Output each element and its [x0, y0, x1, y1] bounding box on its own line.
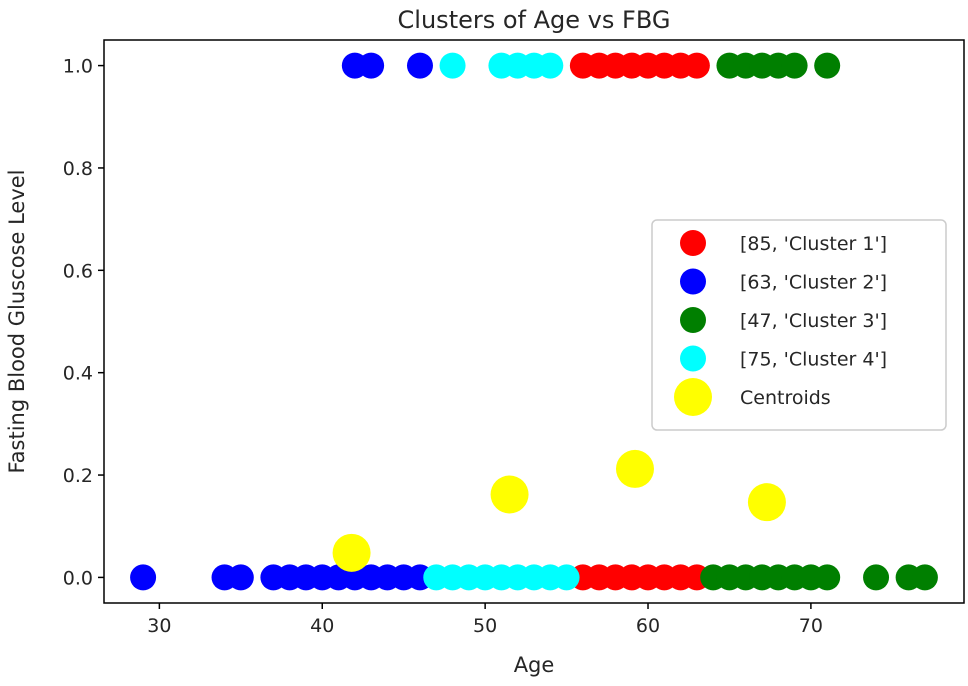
- y-axis-label: Fasting Blood Gluscose Level: [5, 169, 29, 473]
- x-tick-label-3: 50: [473, 615, 497, 637]
- y-tick-label-1: 0.0: [63, 567, 93, 589]
- point-series-1-8: [683, 52, 710, 79]
- legend-label-2: [63, 'Cluster 2']: [740, 272, 887, 294]
- points-layer: [130, 52, 938, 591]
- y-tick-label-2: 0.2: [63, 465, 93, 487]
- point-series-4-14: [553, 564, 580, 591]
- y-tick-label-3: 0.4: [63, 363, 93, 385]
- point-series-2-2: [358, 52, 385, 79]
- point-series-5-1: [332, 533, 371, 572]
- point-series-3-17: [911, 564, 938, 591]
- point-series-5-4: [747, 483, 786, 522]
- x-tick-label-4: 60: [636, 615, 660, 637]
- legend-marker-3: [680, 307, 706, 333]
- x-tick-label-2: 40: [310, 615, 334, 637]
- x-tick-label-1: 30: [147, 615, 171, 637]
- x-tick-label-5: 70: [799, 615, 823, 637]
- legend-marker-4: [680, 345, 706, 372]
- y-tick-label-5: 0.8: [63, 158, 93, 180]
- legend-box: [651, 219, 947, 431]
- point-series-3-5: [781, 52, 808, 79]
- point-series-3-6: [814, 52, 841, 79]
- point-series-4-1: [439, 52, 466, 79]
- legend: [85, 'Cluster 1'] [63, 'Cluster 2'] [47, '…: [651, 219, 947, 431]
- point-series-5-2: [490, 475, 529, 514]
- legend-marker-5: [674, 378, 712, 416]
- legend-label-5: Centroids: [740, 387, 831, 409]
- y-tick-label-4: 0.6: [63, 260, 93, 282]
- axis-ticks: 30 40 50 60 70 0.0 0.2 0.4 0.6 0.8 1.0: [63, 56, 823, 637]
- x-axis-label: Age: [514, 653, 555, 677]
- point-series-3-15: [863, 564, 890, 591]
- y-tick-label-6: 1.0: [63, 56, 93, 78]
- legend-label-1: [85, 'Cluster 1']: [740, 233, 887, 255]
- legend-marker-2: [680, 268, 706, 295]
- chart-title: Clusters of Age vs FBG: [398, 6, 671, 34]
- point-series-2-6: [227, 564, 254, 591]
- point-series-2-4: [130, 564, 157, 591]
- legend-label-4: [75, 'Cluster 4']: [740, 349, 887, 371]
- point-series-2-3: [406, 52, 433, 79]
- point-series-4-5: [537, 52, 564, 79]
- legend-label-3: [47, 'Cluster 3']: [740, 310, 887, 332]
- point-series-3-14: [814, 564, 841, 591]
- plot-area: [103, 39, 965, 604]
- point-series-5-3: [615, 449, 654, 488]
- legend-marker-1: [680, 230, 706, 256]
